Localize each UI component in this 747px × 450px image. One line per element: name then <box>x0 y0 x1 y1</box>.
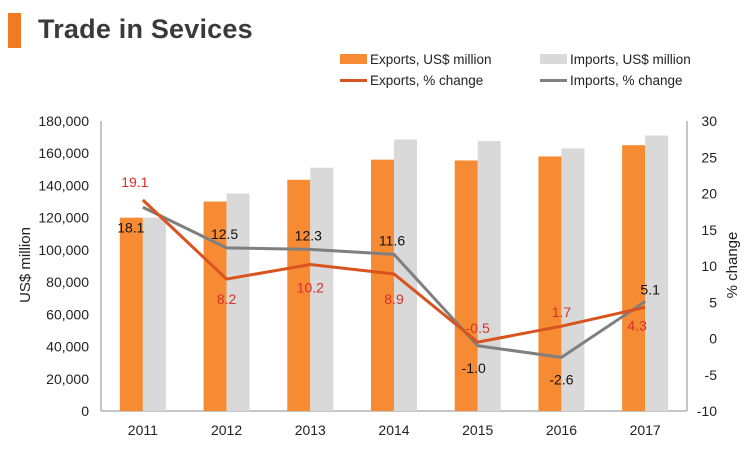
bar-exports <box>287 179 311 411</box>
data-label-imports-change: 12.3 <box>295 227 322 243</box>
data-label-exports-change: -0.5 <box>466 320 490 336</box>
x-tick-label: 2017 <box>630 422 661 438</box>
y2-tick-label: 30 <box>701 113 717 129</box>
y-tick-label: 160,000 <box>38 145 89 161</box>
bar-exports <box>538 156 562 411</box>
title-accent-bar <box>8 13 21 48</box>
y-tick-label: 120,000 <box>38 210 89 226</box>
data-label-imports-change: 11.6 <box>379 232 405 248</box>
y-tick-label: 140,000 <box>38 177 89 193</box>
bar-exports <box>119 217 143 411</box>
data-label-imports-change: 5.1 <box>640 282 660 298</box>
data-label-exports-change: 19.1 <box>121 174 148 190</box>
y2-tick-label: -5 <box>705 367 718 383</box>
legend-swatch-imports-line <box>540 79 567 82</box>
bar-exports <box>371 159 394 411</box>
y2-tick-label: 25 <box>701 149 717 165</box>
line-exports-change <box>141 198 646 344</box>
data-label-exports-change: 8.9 <box>384 291 404 307</box>
data-label-imports-change: 12.5 <box>211 226 238 242</box>
y2-tick-label: 5 <box>709 294 717 310</box>
data-label-imports-change: -1.0 <box>462 360 486 376</box>
x-tick-label: 2014 <box>378 422 409 438</box>
y2-tick-label: -10 <box>697 403 717 419</box>
data-label-exports-change: 1.7 <box>552 304 572 320</box>
legend-label-exports-line: Exports, % change <box>370 73 484 88</box>
x-tick-label: 2016 <box>546 422 577 438</box>
legend-label-exports-bar: Exports, US$ million <box>370 52 492 67</box>
y2-tick-label: 20 <box>701 186 717 202</box>
y2-tick-label: 15 <box>701 222 717 238</box>
data-label-exports-change: 8.2 <box>217 291 237 307</box>
y-tick-label: 100,000 <box>38 242 89 258</box>
legend-swatch-exports-line <box>340 79 367 82</box>
bar-exports <box>622 145 646 411</box>
legend-swatch-exports-bar <box>340 54 367 64</box>
legend-label-imports-line: Imports, % change <box>570 73 683 88</box>
y-axis-title: US$ million <box>17 227 34 303</box>
line-imports-change <box>142 205 646 359</box>
y-tick-label: 0 <box>81 403 89 419</box>
y2-tick-label: 0 <box>709 331 717 347</box>
y2-axis-title: % change <box>724 232 741 299</box>
data-label-imports-change: 18.1 <box>117 219 144 235</box>
bar-imports <box>477 141 501 411</box>
y-tick-label: 180,000 <box>38 113 89 129</box>
y2-tick-label: 10 <box>701 258 717 274</box>
legend-label-imports-bar: Imports, US$ million <box>570 52 691 67</box>
page-title: Trade in Sevices <box>38 14 253 44</box>
x-tick-label: 2012 <box>211 422 242 438</box>
bar-imports <box>394 139 417 411</box>
y-tick-label: 20,000 <box>46 371 89 387</box>
x-tick-label: 2013 <box>295 422 326 438</box>
x-tick-label: 2011 <box>128 422 158 438</box>
y-tick-label: 60,000 <box>46 306 89 322</box>
y-tick-label: 40,000 <box>46 339 89 355</box>
data-label-exports-change: 4.3 <box>627 317 647 333</box>
bar-imports <box>310 167 334 411</box>
data-label-imports-change: -2.6 <box>549 371 573 387</box>
y-tick-label: 80,000 <box>46 274 89 290</box>
legend-swatch-imports-bar <box>540 54 567 64</box>
bar-exports <box>454 160 478 411</box>
data-label-exports-change: 10.2 <box>297 280 324 296</box>
bar-imports <box>645 135 669 411</box>
x-tick-label: 2015 <box>462 422 493 438</box>
bar-exports <box>203 201 227 411</box>
bar-imports <box>142 217 166 411</box>
